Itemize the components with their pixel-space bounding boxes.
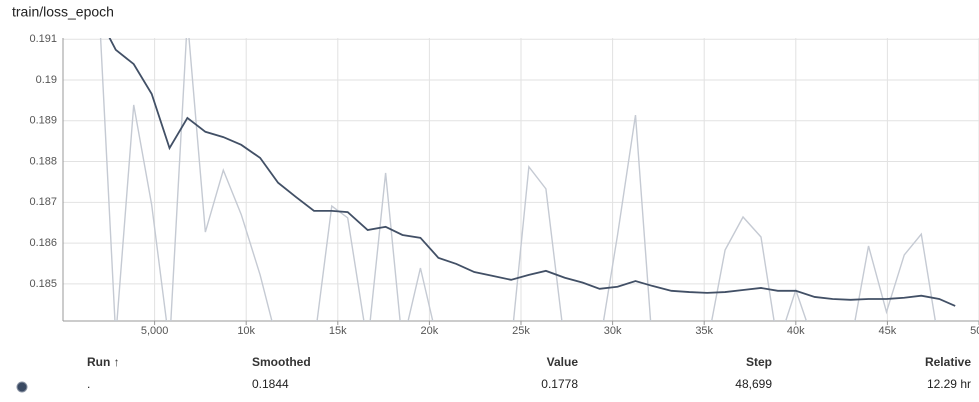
y-tick-label: 0.188 (29, 155, 57, 167)
y-tick-label: 0.187 (29, 196, 57, 208)
chart-title: train/loss_epoch (12, 4, 114, 20)
cell: 0.1778 (541, 377, 578, 391)
series-line (108, 38, 956, 307)
y-tick-label: 0.19 (36, 74, 57, 86)
x-tick-label: 5,000 (141, 325, 169, 337)
cell: 0.1844 (252, 377, 289, 391)
x-tick-label: 20k (421, 325, 439, 337)
column-header: Step (746, 355, 772, 369)
column-header: Smoothed (252, 355, 311, 369)
column-header: Run ↑ (87, 355, 120, 369)
column-header: Relative (925, 355, 971, 369)
x-tick-label: 10k (237, 325, 255, 337)
x-tick-label: 15k (329, 325, 347, 337)
plot-area (99, 38, 956, 321)
x-tick-label: 25k (512, 325, 530, 337)
y-tick-label: 0.189 (29, 115, 57, 127)
cell: 12.29 hr (927, 377, 971, 391)
x-tick-label: 40k (787, 325, 805, 337)
run-swatch (16, 381, 28, 393)
x-tick-label: 35k (695, 325, 713, 337)
x-tick-label: 30k (604, 325, 622, 337)
cell: . (87, 377, 90, 391)
run-table: Run ↑ Smoothed Value Step Relative. 0.1844 0.1… (16, 355, 971, 393)
series-line (99, 38, 937, 321)
column-header: Value (547, 355, 579, 369)
y-tick-label: 0.186 (29, 237, 57, 249)
cell: 48,699 (735, 377, 772, 391)
y-tick-label: 0.185 (29, 278, 57, 290)
x-tick-label: 50k (970, 325, 979, 337)
y-tick-label: 0.191 (29, 33, 57, 45)
grid: 0.185 0.186 0.187 0.188 0.189 0.19 0.191 5,000 1… (29, 33, 979, 337)
x-tick-label: 45k (879, 325, 897, 337)
